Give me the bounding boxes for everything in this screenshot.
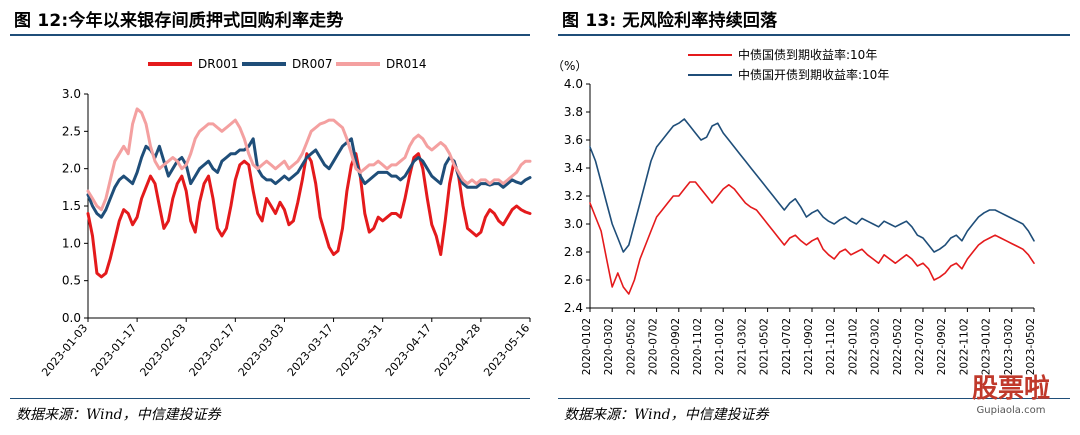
x-tick-label: 2023-0502 [1025, 318, 1037, 375]
x-tick-label: 2022-0302 [870, 318, 882, 375]
title-rule [10, 34, 530, 36]
x-tick-label: 2020-0702 [648, 318, 660, 375]
y-tick-label: 2.8 [564, 245, 583, 259]
watermark-subtext: Gupiaola.com [977, 405, 1046, 416]
x-tick-label: 2023-05-16 [481, 322, 532, 379]
y-tick-label: 3.0 [564, 217, 583, 231]
x-tick-label: 2021-1102 [825, 318, 837, 375]
x-tick-label: 2023-03-31 [334, 322, 385, 379]
x-tick-label: 2021-0102 [714, 318, 726, 375]
x-tick-label: 2020-0302 [603, 318, 615, 375]
x-tick-label: 2021-0702 [781, 318, 793, 375]
x-tick-label: 2022-0902 [936, 318, 948, 375]
x-tick-label: 2023-01-03 [39, 322, 90, 379]
source-note: 数据来源：Wind，中信建投证券 [564, 407, 769, 423]
x-tick-label: 2023-03-17 [285, 322, 336, 379]
x-tick-label: 2020-0502 [625, 318, 637, 375]
series-line-中债国开债到期收益率:10年 [589, 118, 1035, 253]
y-tick-label: 3.6 [564, 133, 583, 147]
x-tick-label: 2022-0502 [892, 318, 904, 375]
x-tick-label: 2021-0302 [736, 318, 748, 375]
legend-label: DR007 [292, 57, 332, 71]
interbank-repo-rate-chart: 0.0 0.5 1.0 1.5 2.0 2.5 3.0 2023-01-032023-01-1… [39, 57, 532, 379]
x-tick-label: 2022-0102 [847, 318, 859, 375]
x-tick-label: 2023-04-17 [383, 322, 434, 379]
title-rule [558, 34, 1070, 36]
y-tick-label: 3.8 [564, 105, 583, 119]
y-tick-label: 3.0 [62, 87, 81, 101]
x-tick-label: 2023-01-17 [88, 322, 139, 379]
source-rule [10, 398, 530, 399]
series-line-DR001 [86, 152, 532, 279]
legend-label: DR001 [198, 57, 238, 71]
y-tick-label: 0.5 [62, 274, 81, 288]
x-tick-label: 2020-1102 [692, 318, 704, 375]
y-tick-label: 1.5 [62, 199, 81, 213]
y-tick-label: 3.4 [564, 161, 583, 175]
x-tick-label: 2021-0502 [759, 318, 771, 375]
y-tick-label: 2.0 [62, 162, 81, 176]
y-tick-label: 3.2 [564, 189, 583, 203]
x-tick-label: 2023-03-03 [236, 322, 287, 379]
y-tick-label: 0.0 [62, 311, 81, 325]
y-tick-label: 2.4 [564, 301, 583, 315]
y-tick-label: 1.0 [62, 236, 81, 250]
x-tick-label: 2020-0102 [581, 318, 593, 375]
series-line-中债国债到期收益率:10年 [589, 181, 1035, 295]
source-note: 数据来源：Wind，中信建投证券 [16, 407, 221, 423]
y-tick-label: 4.0 [564, 77, 583, 91]
x-tick-label: 2022-0702 [914, 318, 926, 375]
x-tick-label: 2022-1102 [958, 318, 970, 375]
series-line-DR014 [86, 107, 532, 212]
y-tick-label: 2.6 [564, 273, 583, 287]
x-tick-label: 2021-0902 [803, 318, 815, 375]
legend-label: DR014 [386, 57, 426, 71]
bond-yield-chart: 2.4 2.6 2.8 3.0 3.2 3.4 3.6 3.8 4.0 2020-0102 2020… [552, 47, 1037, 375]
legend-label: 中债国开债到期收益率:10年 [738, 67, 889, 82]
y-unit-label: （%） [552, 59, 587, 73]
x-tick-label: 2023-0302 [1003, 318, 1015, 375]
x-tick-label: 2023-02-03 [137, 322, 188, 379]
legend-label: 中债国债到期收益率:10年 [738, 47, 877, 62]
x-tick-label: 2023-0102 [981, 318, 993, 375]
watermark-text: 股票啦 [972, 373, 1050, 404]
figure-title: 图 13: 无风险利率持续回落 [562, 11, 778, 31]
watermark-logo: 股票啦 Gupiaola.com [972, 373, 1050, 416]
x-tick-label: 2023-04-28 [432, 322, 483, 379]
source-rule [558, 398, 1070, 399]
y-tick-label: 2.5 [62, 124, 81, 138]
x-tick-label: 2023-02-17 [187, 322, 238, 379]
x-tick-label: 2020-0902 [670, 318, 682, 375]
figure-title: 图 12:今年以来银存间质押式回购利率走势 [14, 11, 344, 31]
